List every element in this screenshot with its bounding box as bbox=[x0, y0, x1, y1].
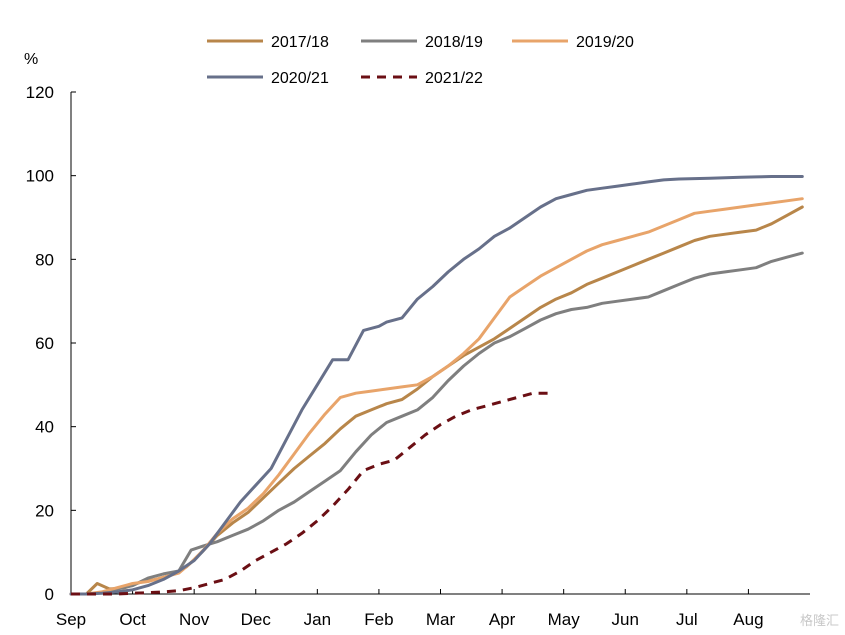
y-tick-label: 20 bbox=[35, 501, 54, 520]
legend-item-2021-22: 2021/22 bbox=[361, 70, 483, 87]
y-axis-unit-label: % bbox=[24, 51, 38, 68]
series-line-2021-22 bbox=[71, 391, 549, 596]
series-line-2017-18 bbox=[69, 205, 804, 596]
legend-label: 2021/22 bbox=[425, 70, 483, 87]
x-tick-label: Apr bbox=[489, 610, 516, 629]
series-line-2018-19 bbox=[69, 251, 804, 596]
legend: 2017/18 2018/19 2019/20 2020/21 2021/22 bbox=[207, 34, 634, 87]
y-axis: 0 20 40 60 80 100 120 bbox=[26, 83, 76, 604]
x-tick-label: Jun bbox=[612, 610, 639, 629]
series-layer bbox=[69, 175, 804, 596]
y-tick-label: 120 bbox=[26, 83, 54, 102]
x-tick-label: Dec bbox=[241, 610, 272, 629]
x-tick-label: May bbox=[548, 610, 581, 629]
x-tick-label: Nov bbox=[179, 610, 210, 629]
x-tick-label: Sep bbox=[56, 610, 86, 629]
legend-item-2017-18: 2017/18 bbox=[207, 34, 329, 51]
x-tick-label: Feb bbox=[364, 610, 393, 629]
y-tick-label: 100 bbox=[26, 167, 54, 186]
y-tick-label: 60 bbox=[35, 334, 54, 353]
watermark: 格隆汇 bbox=[799, 614, 839, 629]
legend-label: 2019/20 bbox=[576, 34, 634, 51]
series-line-2019-20 bbox=[69, 197, 804, 596]
legend-label: 2018/19 bbox=[425, 34, 483, 51]
legend-label: 2020/21 bbox=[271, 70, 329, 87]
y-tick-label: 0 bbox=[45, 585, 54, 604]
legend-item-2019-20: 2019/20 bbox=[512, 34, 634, 51]
x-tick-label: Aug bbox=[733, 610, 763, 629]
x-axis: Sep Oct Nov Dec Jan Feb Mar Apr May Jun Jul Aug bbox=[56, 589, 810, 629]
legend-label: 2017/18 bbox=[271, 34, 329, 51]
y-tick-label: 40 bbox=[35, 418, 54, 437]
legend-item-2020-21: 2020/21 bbox=[207, 70, 329, 87]
y-tick-label: 80 bbox=[35, 250, 54, 269]
x-tick-label: Jul bbox=[676, 610, 698, 629]
x-tick-label: Jan bbox=[304, 610, 331, 629]
x-tick-label: Mar bbox=[426, 610, 456, 629]
legend-item-2018-19: 2018/19 bbox=[361, 34, 483, 51]
series-line-2020-21 bbox=[69, 175, 804, 596]
x-tick-label: Oct bbox=[119, 610, 146, 629]
